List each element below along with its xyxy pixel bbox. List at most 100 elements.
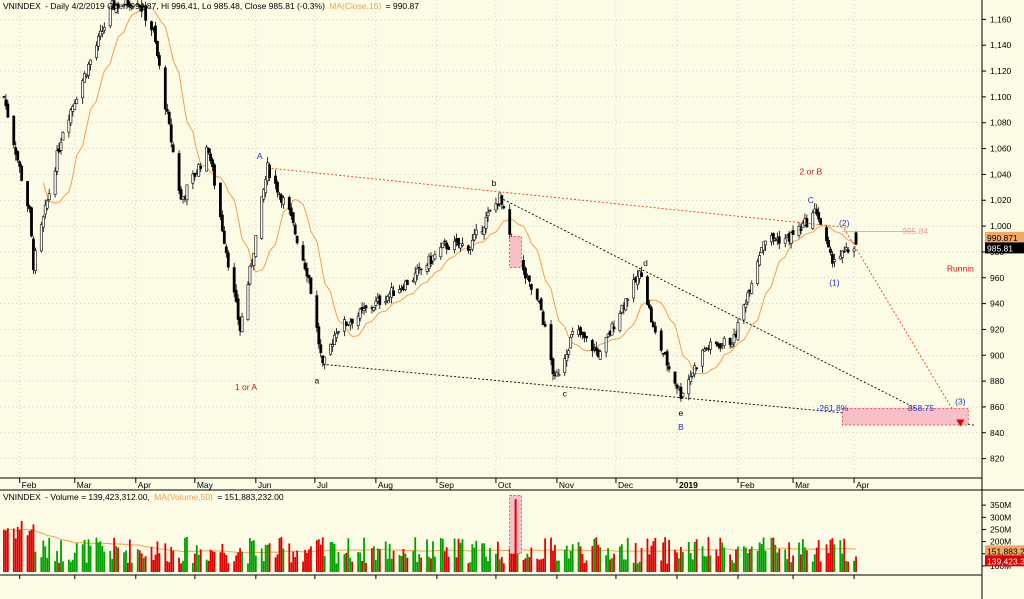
volume-bar (831, 538, 834, 572)
highlight-zone-oct (509, 236, 522, 268)
volume-bar (652, 541, 655, 572)
volume-bar (510, 537, 513, 572)
volume-bar (620, 544, 623, 572)
wave-label: 995.84 (902, 226, 928, 236)
candle-body (541, 311, 545, 325)
volume-bar (770, 537, 773, 572)
price-header: VNINDEX - Daily 4/2/2019 Open 994.87, Hi… (3, 1, 419, 11)
volume-bar (500, 556, 503, 572)
candle-body (335, 333, 338, 338)
candle-body (703, 348, 706, 352)
volume-bar (719, 537, 722, 572)
volume-bars (3, 520, 857, 572)
candle-body (433, 254, 437, 260)
candle-body (126, 0, 130, 6)
candle-body (665, 351, 669, 366)
candle-body (457, 237, 460, 246)
candle-body (293, 224, 297, 235)
volume-bar (14, 538, 17, 572)
volume-bar (660, 560, 663, 572)
volume-bar (746, 553, 749, 572)
volume-bar (388, 543, 391, 572)
volume-bar (567, 558, 570, 572)
volume-bar (34, 551, 37, 572)
volume-bar (32, 524, 35, 572)
volume-y-tick-label: 350M (990, 500, 1011, 510)
volume-bar (611, 558, 613, 572)
volume-bar (441, 538, 444, 572)
candle-body (529, 284, 533, 290)
candle-body (177, 153, 181, 191)
volume-bar (109, 551, 112, 572)
volume-bar (522, 559, 525, 572)
volume-bar (89, 545, 92, 572)
volume-bar (825, 544, 828, 572)
candle-body (728, 337, 732, 345)
x-tick-label: Apr (856, 480, 869, 490)
upper-trendline (267, 167, 847, 228)
wave-label: Runnin (947, 263, 974, 273)
candle-body (695, 367, 699, 369)
volume-bar (83, 539, 86, 572)
candle-body (636, 276, 640, 285)
volume-bar (142, 557, 145, 572)
price-y-tick-label: 940 (990, 299, 1004, 309)
volume-bar (207, 560, 210, 572)
volume-bar (735, 549, 737, 572)
candle-body (34, 250, 37, 272)
projection-line (843, 228, 961, 423)
volume-header-info: - Volume = 139,423,312.00, (45, 492, 150, 502)
volume-bar (489, 547, 491, 572)
volume-bar (457, 538, 460, 572)
volume-bar (640, 547, 643, 572)
volume-tag: 139,423.3 (987, 556, 1024, 566)
volume-bar (197, 554, 200, 572)
candle-body (649, 307, 653, 323)
volume-bar (453, 538, 456, 572)
candle-body (797, 226, 801, 236)
volume-bar (16, 526, 19, 572)
volume-bar (455, 557, 458, 572)
candle-body (136, 4, 140, 6)
volume-bar (764, 550, 767, 572)
volume-bar (103, 551, 106, 572)
candle-body (675, 384, 679, 389)
volume-bar (233, 561, 236, 572)
candle-body (646, 276, 649, 305)
candle-body (500, 195, 504, 205)
volume-bar (813, 554, 816, 572)
candle-body (100, 31, 104, 35)
volume-bar (772, 537, 775, 572)
volume-bar (260, 548, 263, 572)
volume-bar (26, 535, 29, 572)
volume-bar (557, 560, 560, 572)
volume-bar (144, 556, 147, 572)
volume-bar (294, 557, 297, 572)
volume-bar (48, 537, 51, 572)
candle-body (364, 305, 368, 309)
candle-body (701, 349, 704, 367)
volume-bar (585, 560, 588, 572)
volume-bar (125, 550, 127, 572)
volume-bar (650, 545, 653, 572)
candle-body (236, 298, 240, 320)
candle-body (571, 331, 575, 335)
volume-bar (319, 544, 322, 572)
candle-body (307, 275, 311, 279)
volume-bar (662, 542, 665, 572)
candle-body (415, 268, 419, 276)
volume-bar (632, 562, 635, 572)
candle-body (689, 376, 693, 383)
candle-body (693, 365, 697, 375)
volume-spike-bar (514, 499, 517, 572)
candle-body (386, 296, 390, 301)
candle-body (551, 358, 555, 375)
volume-bar (750, 546, 753, 572)
volume-bar (414, 537, 417, 572)
volume-bar (211, 551, 214, 572)
candle-body (486, 212, 490, 217)
price-y-tick-label: 1,020 (990, 195, 1012, 205)
volume-bar (556, 560, 558, 572)
candle-body (610, 323, 614, 336)
annotations: A 1 or A a b c d eB 2 or B C (2) (1) (3) 995.84 -261.… (235, 151, 1024, 567)
